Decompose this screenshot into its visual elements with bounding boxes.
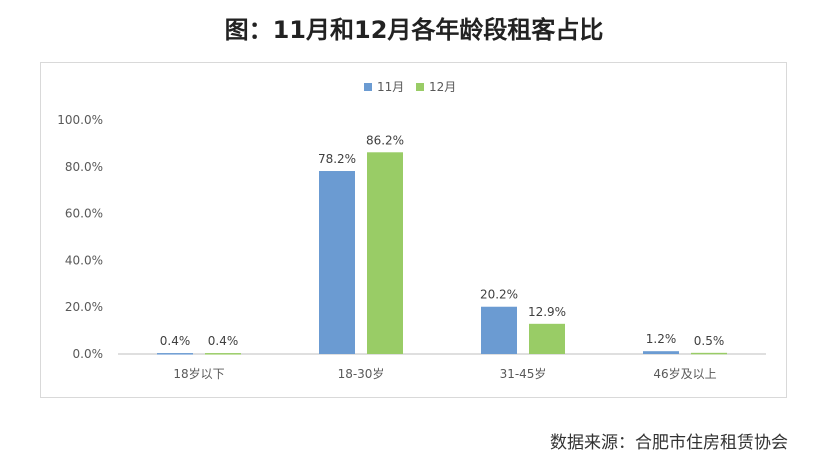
data-label: 20.2% [480, 288, 518, 302]
page-title: 图：11月和12月各年龄段租客占比 [224, 16, 604, 44]
y-tick-label: 0.0% [73, 347, 104, 361]
bar-dec [367, 152, 403, 354]
bar-dec [205, 353, 241, 355]
bar-nov [643, 351, 679, 354]
y-tick-label: 40.0% [65, 253, 103, 267]
data-label: 78.2% [318, 152, 356, 166]
legend-swatch [364, 83, 372, 91]
bar-dec [529, 323, 565, 354]
y-tick-label: 80.0% [65, 160, 103, 174]
chart-area [40, 62, 787, 398]
bar-nov [157, 353, 193, 355]
data-source: 数据来源：合肥市住房租赁协会 [550, 433, 788, 453]
x-tick-label: 31-45岁 [500, 366, 547, 381]
legend-label: 11月 [377, 80, 404, 94]
x-tick-label: 18-30岁 [338, 366, 385, 381]
bar-nov [319, 171, 355, 354]
data-label: 0.4% [160, 334, 191, 348]
y-tick-label: 100.0% [57, 113, 103, 127]
bar-dec [691, 352, 727, 355]
bar-nov [481, 306, 517, 354]
data-label: 86.2% [366, 133, 404, 147]
data-label: 12.9% [528, 305, 566, 319]
y-tick-label: 20.0% [65, 300, 103, 314]
x-tick-label: 46岁及以上 [653, 366, 716, 381]
legend-swatch [416, 83, 424, 91]
data-label: 1.2% [646, 332, 677, 346]
legend-label: 12月 [429, 80, 456, 94]
data-label: 0.4% [208, 334, 239, 348]
x-tick-label: 18岁以下 [173, 366, 224, 381]
y-tick-label: 60.0% [65, 207, 103, 221]
data-label: 0.5% [694, 334, 725, 348]
